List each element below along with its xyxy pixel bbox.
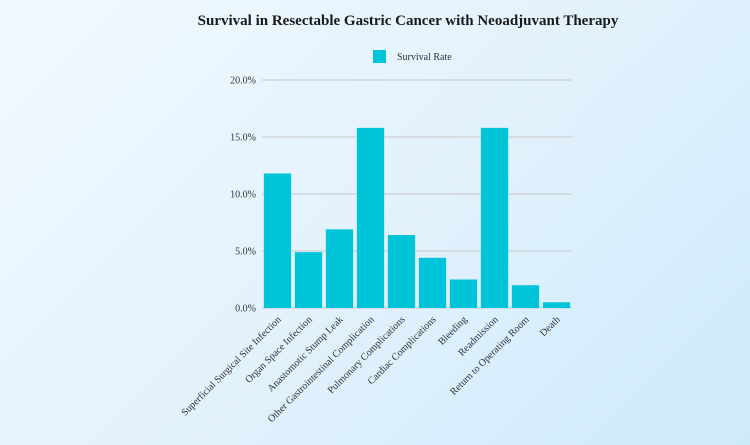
bar [263, 173, 292, 308]
bar [387, 235, 416, 308]
y-tick-label: 5.0% [235, 247, 256, 258]
bar [480, 127, 509, 308]
bar [418, 257, 447, 308]
legend-swatch [373, 50, 386, 63]
bar [294, 252, 323, 308]
x-tick-label: Death [538, 314, 563, 339]
y-axis-ticks: 0.0% 5.0% 10.0% 15.0% 20.0% [230, 76, 256, 315]
bar [356, 127, 385, 308]
bar [542, 302, 571, 308]
legend-label: Survival Rate [397, 52, 452, 63]
bar [449, 279, 478, 308]
bar [325, 229, 354, 308]
x-axis-labels: Superficial Surgical Site InfectionOrgan… [180, 314, 563, 425]
chart-title: Survival in Resectable Gastric Cancer wi… [198, 13, 619, 29]
legend: Survival Rate [373, 50, 452, 63]
bars [263, 127, 571, 308]
y-tick-label: 20.0% [230, 76, 256, 87]
y-tick-label: 0.0% [235, 304, 256, 315]
y-tick-label: 15.0% [230, 133, 256, 144]
y-tick-label: 10.0% [230, 190, 256, 201]
bar [511, 285, 540, 308]
